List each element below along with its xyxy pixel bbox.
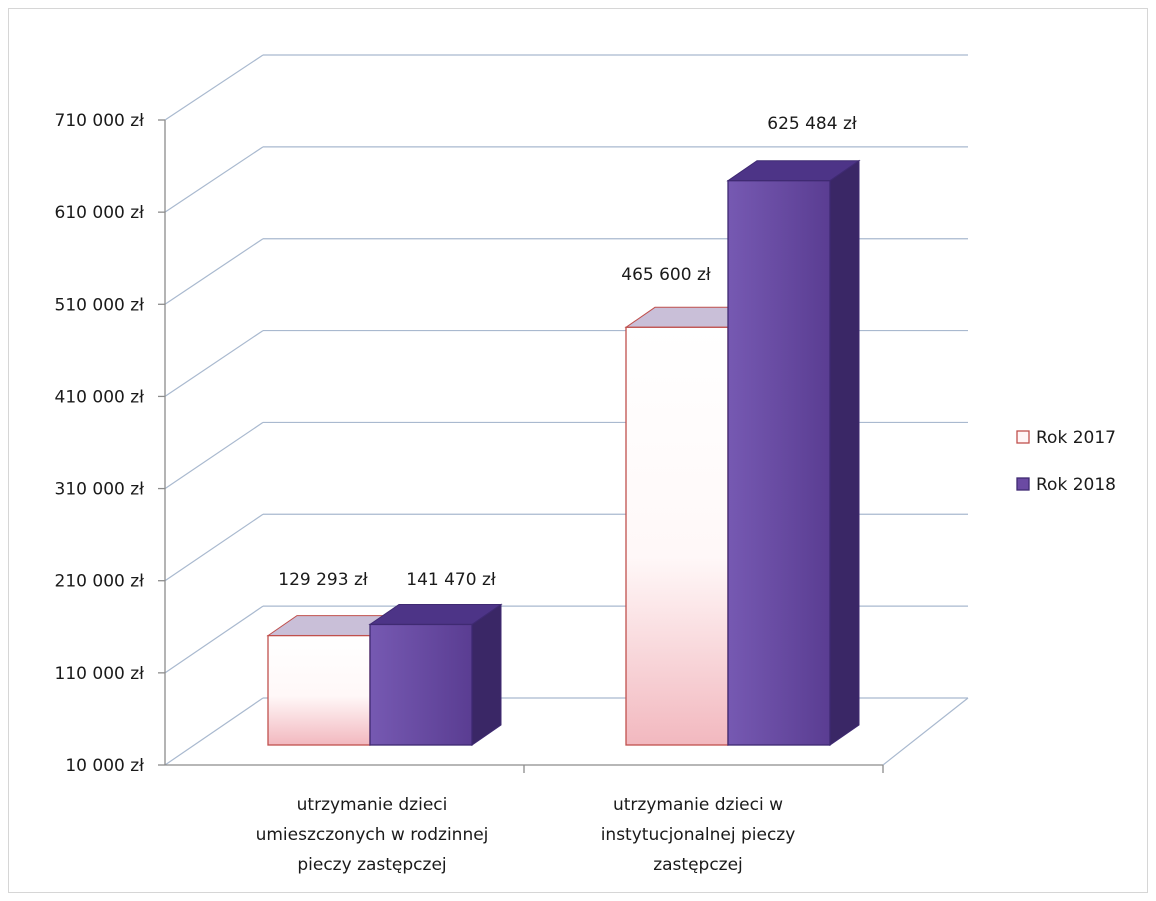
y-axis-ticks: 10 000 zł 110 000 zł 210 000 zł 310 000 zł 4… [55, 111, 165, 776]
legend-swatch [1016, 430, 1030, 444]
chart-frame [8, 8, 1148, 893]
gridline-side [164, 330, 264, 397]
bar-side [829, 159, 860, 746]
gridline-side [164, 146, 264, 213]
data-label: 129 293 zł [278, 570, 368, 590]
legend: Rok 2017 Rok 2018 [1016, 428, 1116, 495]
gridline-side [164, 421, 264, 490]
y-tick-label: 410 000 zł [55, 387, 145, 407]
category-label: umieszczonych w rodzinnej [256, 825, 489, 845]
gridline-side [164, 238, 264, 305]
y-tick-label: 210 000 zł [55, 572, 145, 592]
data-labels: 129 293 zł 141 470 zł 465 600 zł 625 484 zł [278, 114, 857, 590]
y-tick-label: 510 000 zł [55, 295, 145, 315]
data-label: 465 600 zł [621, 265, 711, 285]
category-label: zastępczej [653, 855, 743, 875]
bar [267, 634, 371, 746]
category-label: pieczy zastępczej [297, 855, 446, 875]
bars [266, 159, 861, 746]
gridline-side [164, 54, 264, 121]
data-label: 625 484 zł [767, 114, 857, 134]
bar-side [471, 603, 502, 746]
category-label: utrzymanie dzieci [297, 795, 448, 815]
bar [625, 326, 729, 746]
y-tick-label: 10 000 zł [65, 756, 144, 776]
legend-label: Rok 2018 [1036, 475, 1116, 495]
category-labels: utrzymanie dzieci umieszczonych w rodzinn… [256, 795, 796, 875]
bar [727, 180, 831, 746]
gridline-side [164, 697, 264, 766]
gridline-side [164, 605, 264, 674]
y-tick-label: 610 000 zł [55, 203, 145, 223]
y-tick-label: 110 000 zł [55, 664, 145, 684]
gridline-side [164, 513, 264, 582]
category-label: utrzymanie dzieci w [613, 795, 783, 815]
floor-right-edge [882, 697, 969, 766]
legend-label: Rok 2017 [1036, 428, 1116, 448]
bar [369, 623, 473, 746]
data-label: 141 470 zł [406, 570, 496, 590]
legend-swatch [1016, 477, 1030, 491]
category-label: instytucjonalnej pieczy [601, 825, 796, 845]
y-tick-label: 710 000 zł [55, 111, 145, 131]
y-tick-label: 310 000 zł [55, 480, 145, 500]
